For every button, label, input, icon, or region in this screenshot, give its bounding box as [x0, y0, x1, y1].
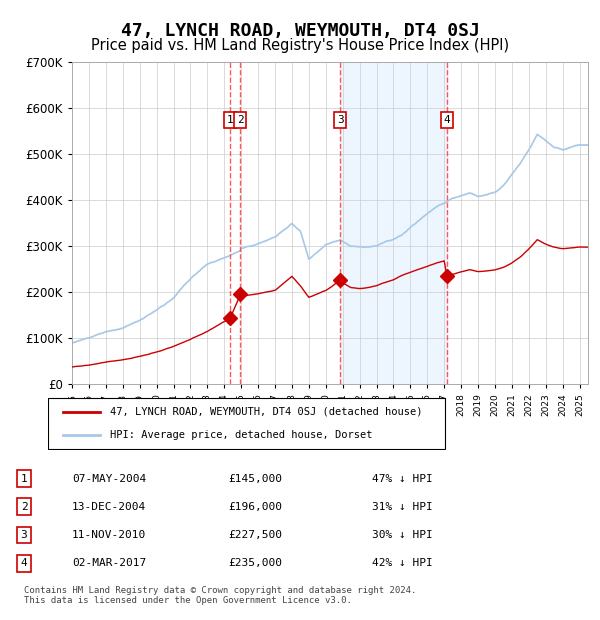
Text: £235,000: £235,000: [228, 559, 282, 569]
Text: 47, LYNCH ROAD, WEYMOUTH, DT4 0SJ: 47, LYNCH ROAD, WEYMOUTH, DT4 0SJ: [121, 22, 479, 40]
Text: 07-MAY-2004: 07-MAY-2004: [72, 474, 146, 484]
Text: 4: 4: [20, 559, 28, 569]
Text: £227,500: £227,500: [228, 530, 282, 540]
Text: 47, LYNCH ROAD, WEYMOUTH, DT4 0SJ (detached house): 47, LYNCH ROAD, WEYMOUTH, DT4 0SJ (detac…: [110, 407, 422, 417]
Text: 2: 2: [237, 115, 244, 125]
Text: 11-NOV-2010: 11-NOV-2010: [72, 530, 146, 540]
Text: 42% ↓ HPI: 42% ↓ HPI: [372, 559, 433, 569]
FancyBboxPatch shape: [48, 398, 445, 449]
Text: 47% ↓ HPI: 47% ↓ HPI: [372, 474, 433, 484]
Text: 3: 3: [20, 530, 28, 540]
Text: 13-DEC-2004: 13-DEC-2004: [72, 502, 146, 512]
Text: 4: 4: [443, 115, 451, 125]
Text: £196,000: £196,000: [228, 502, 282, 512]
Text: 2: 2: [20, 502, 28, 512]
Text: £145,000: £145,000: [228, 474, 282, 484]
Text: 1: 1: [20, 474, 28, 484]
Text: HPI: Average price, detached house, Dorset: HPI: Average price, detached house, Dors…: [110, 430, 373, 440]
Text: Contains HM Land Registry data © Crown copyright and database right 2024.
This d: Contains HM Land Registry data © Crown c…: [24, 586, 416, 605]
Text: 3: 3: [337, 115, 344, 125]
Text: 31% ↓ HPI: 31% ↓ HPI: [372, 502, 433, 512]
Text: 30% ↓ HPI: 30% ↓ HPI: [372, 530, 433, 540]
Text: Price paid vs. HM Land Registry's House Price Index (HPI): Price paid vs. HM Land Registry's House …: [91, 38, 509, 53]
Text: 1: 1: [227, 115, 233, 125]
Text: 02-MAR-2017: 02-MAR-2017: [72, 559, 146, 569]
